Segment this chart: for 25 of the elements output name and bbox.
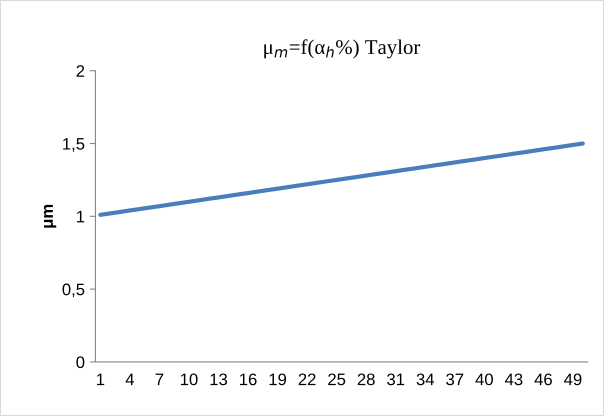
x-tick-label: 28	[358, 373, 375, 386]
x-tick-label: 13	[210, 373, 228, 386]
y-tick-label: 0,5	[62, 284, 84, 298]
chart-title: μ$_{m}$=f(α$_{h}$%) Taylor	[264, 39, 420, 58]
x-tick-label: 16	[240, 373, 257, 386]
x-tick-label: 19	[270, 373, 286, 386]
y-tick-label: 2	[76, 65, 84, 77]
line-series	[98, 141, 585, 217]
x-tick-label: 22	[298, 373, 316, 386]
y-tick-label: 1,5	[63, 138, 84, 152]
x-tick-label: 25	[328, 373, 346, 386]
x-tick-label: 37	[446, 373, 464, 386]
x-tick-label: 10	[180, 373, 198, 386]
x-tick-label: 46	[534, 373, 552, 386]
y-tick-label: 1	[77, 210, 84, 222]
x-tick-label: 1	[96, 374, 104, 386]
x-tick-label: 7	[156, 374, 164, 386]
x-tick-label: 4	[126, 374, 134, 386]
x-tick-label: 40	[475, 373, 493, 386]
y-tick-label: 0	[76, 356, 84, 368]
x-tick-label: 34	[416, 373, 434, 386]
x-tick-label: 49	[564, 373, 582, 386]
x-tick-label: 31	[387, 373, 404, 386]
x-tick-label: 43	[504, 373, 522, 386]
y-axis-title: μm	[44, 204, 56, 228]
